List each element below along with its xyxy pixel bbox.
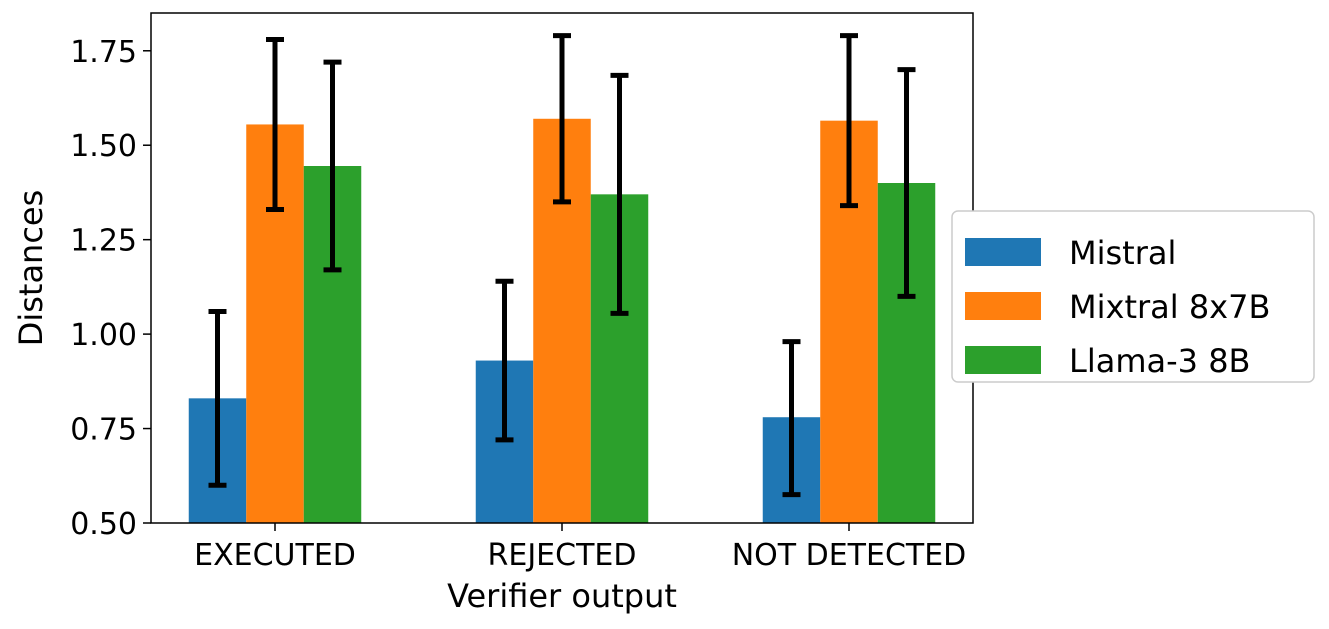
y-tick-label: 0.75: [70, 413, 137, 448]
error-bar-mistral-not-detected: [782, 339, 801, 498]
error-bars-layer: [208, 33, 916, 498]
x-tick-label-not-detected: NOT DETECTED: [732, 538, 967, 573]
x-tick-label-executed: EXECUTED: [194, 538, 356, 573]
error-bar-mistral-rejected: [495, 278, 514, 443]
legend-label-llama-3-8b: Llama-3 8B: [1069, 342, 1251, 380]
error-bar-mistral-executed: [208, 308, 227, 488]
bars-layer: [188, 118, 936, 524]
x-tick-label-rejected: REJECTED: [488, 538, 637, 573]
legend: Mistral Mixtral 8x7B Llama-3 8B: [951, 210, 1315, 383]
error-bar-mixtral-8x7b-rejected: [553, 33, 571, 205]
error-bar-mixtral-8x7b-not-detected: [840, 33, 858, 209]
y-axis: 0.50 0.75 1.00 1.25 1.50 1.75: [70, 35, 151, 542]
error-bar-llama-3-8b-not-detected: [897, 67, 916, 299]
legend-label-mixtral-8x7b: Mixtral 8x7B: [1069, 288, 1270, 326]
error-bar-llama-3-8b-executed: [323, 59, 342, 273]
error-bar-llama-3-8b-rejected: [610, 72, 629, 316]
plot-area: [150, 12, 974, 524]
y-tick-label: 1.50: [70, 129, 137, 164]
legend-swatch-mistral: [965, 238, 1041, 266]
legend-label-mistral: Mistral: [1069, 234, 1176, 272]
y-tick-label: 1.25: [70, 224, 137, 259]
legend-frame: [951, 210, 1315, 383]
x-axis-title: Verifier output: [447, 577, 677, 615]
y-tick-label: 0.50: [70, 507, 137, 542]
legend-swatch-mixtral-8x7b: [965, 292, 1041, 320]
x-axis: EXECUTED REJECTED NOT DETECTED: [194, 523, 966, 573]
y-tick-label: 1.75: [70, 35, 137, 70]
error-bar-mixtral-8x7b-executed: [266, 36, 284, 212]
legend-swatch-llama-3-8b: [965, 346, 1041, 374]
y-axis-title: Distances: [12, 190, 50, 347]
y-tick-label: 1.00: [70, 318, 137, 353]
